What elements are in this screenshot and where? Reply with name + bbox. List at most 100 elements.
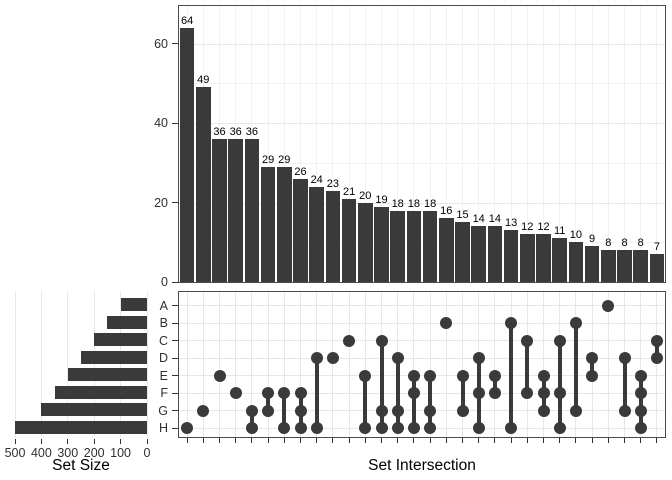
matrix-dot <box>343 334 356 347</box>
set-size-axis-tick <box>40 439 42 444</box>
set-size-bar <box>120 298 147 312</box>
grid-line-vertical <box>202 292 204 437</box>
grid-line-horizontal <box>179 392 665 394</box>
y-axis-tick-label: 20 <box>154 195 168 210</box>
y-axis-tick <box>172 122 178 124</box>
matrix-dot <box>278 387 291 400</box>
matrix-dot <box>375 422 388 435</box>
matrix-connector <box>395 358 400 429</box>
matrix-connector <box>411 375 416 429</box>
set-size-axis-tick <box>93 439 95 444</box>
intersection-bar <box>196 87 211 282</box>
grid-line-vertical <box>575 6 577 282</box>
intersection-bar <box>617 250 632 282</box>
intersection-bar-value-label: 12 <box>521 221 534 234</box>
matrix-column-tick <box>348 438 350 443</box>
grid-line-vertical <box>429 292 431 437</box>
intersection-bar <box>179 27 195 282</box>
matrix-connector <box>249 410 254 429</box>
matrix-dot <box>424 404 437 417</box>
grid-line-vertical <box>332 292 334 437</box>
matrix-dot <box>294 422 307 435</box>
grid-line-horizontal <box>179 305 665 307</box>
intersection-bar-value-label: 9 <box>589 233 596 246</box>
grid-line-vertical <box>364 6 366 282</box>
matrix-column-tick <box>364 438 366 443</box>
intersection-bar <box>277 166 292 282</box>
grid-line-vertical <box>413 6 415 282</box>
grid-line-vertical <box>462 6 463 282</box>
matrix-connector <box>622 358 627 411</box>
intersection-bar-value-label: 18 <box>391 197 404 210</box>
grid-line-vertical <box>445 6 447 282</box>
matrix-dot <box>262 404 275 417</box>
grid-line-vertical <box>607 292 609 437</box>
matrix-row-tick <box>172 392 178 394</box>
set-size-tick-label: 200 <box>83 446 105 460</box>
matrix-dot <box>650 334 663 347</box>
matrix-row-label: G <box>158 403 168 418</box>
matrix-dot <box>537 369 550 382</box>
grid-line-vertical <box>219 292 220 437</box>
matrix-column-tick <box>607 438 609 443</box>
intersection-bar <box>341 198 357 282</box>
grid-line-vertical <box>14 291 16 438</box>
matrix-dot <box>359 422 372 435</box>
grid-line-vertical <box>640 292 642 437</box>
matrix-dot <box>294 404 307 417</box>
set-size-bar <box>107 315 147 329</box>
intersection-bar-value-label: 19 <box>375 193 388 206</box>
matrix-dot <box>488 369 501 382</box>
matrix-dot <box>505 317 518 330</box>
y-axis-tick <box>172 281 178 283</box>
intersection-bar <box>471 226 486 282</box>
matrix-column-tick <box>202 438 204 443</box>
matrix-dot <box>391 422 404 435</box>
grid-line-vertical <box>283 6 285 282</box>
matrix-dot <box>569 317 582 330</box>
grid-line-vertical <box>186 292 188 437</box>
set-size-bar <box>15 420 147 435</box>
intersection-bar-panel: 64 49 36 36 36 29 29 26 24 23 21 20 19 18 18 18 16 15 14 14… <box>178 5 666 283</box>
y-axis-tick-label: 0 <box>161 275 168 289</box>
intersection-bar-value-label: 16 <box>440 205 453 218</box>
intersection-bar-value-label: 7 <box>653 241 660 254</box>
matrix-column-tick <box>543 438 544 443</box>
grid-line-vertical <box>235 292 237 437</box>
grid-line-vertical <box>543 6 544 282</box>
set-size-tick-label: 300 <box>57 446 79 460</box>
intersection-bar-value-label: 20 <box>359 189 372 202</box>
matrix-dot <box>521 334 534 347</box>
intersection-bar-value-label: 36 <box>245 126 259 139</box>
matrix-dot <box>326 352 339 365</box>
intersection-bar-value-label: 12 <box>537 221 550 234</box>
set-size-bar <box>67 368 147 382</box>
matrix-column-tick <box>397 438 399 443</box>
intersection-bar-value-label: 13 <box>504 217 518 230</box>
grid-line-minor <box>179 83 665 85</box>
grid-line-vertical <box>445 292 447 437</box>
matrix-row-tick <box>172 340 178 342</box>
intersection-bar <box>212 139 227 282</box>
matrix-connector <box>266 393 271 411</box>
grid-line-horizontal <box>179 375 665 377</box>
matrix-dot <box>278 422 291 435</box>
matrix-dot <box>440 317 453 330</box>
matrix-dot <box>472 352 485 365</box>
matrix-connector <box>573 323 578 411</box>
intersection-bar <box>260 166 276 282</box>
intersection-bar <box>325 190 341 282</box>
grid-line-vertical <box>300 6 301 282</box>
set-intersection-axis-title: Set Intersection <box>368 457 476 474</box>
intersection-bar <box>633 250 648 282</box>
intersection-bar-value-label: 14 <box>488 213 502 226</box>
matrix-column-tick <box>462 438 463 443</box>
matrix-column-tick <box>413 438 415 443</box>
grid-line-vertical <box>559 6 561 282</box>
membership-matrix-panel <box>178 291 666 438</box>
intersection-bar <box>358 202 373 282</box>
matrix-dot <box>391 404 404 417</box>
matrix-column-tick <box>510 438 512 443</box>
matrix-dot <box>618 404 631 417</box>
grid-line-horizontal <box>179 340 665 342</box>
